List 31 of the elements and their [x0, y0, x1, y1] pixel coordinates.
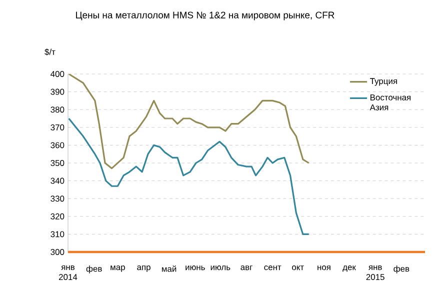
x-tick-label: фев	[86, 266, 102, 274]
x-tick-label: ноя	[318, 266, 330, 270]
line-series	[68, 74, 310, 170]
y-axis-title: $/т	[44, 48, 56, 56]
y-tick-label: 310	[50, 231, 64, 238]
chart-title: Цены на металлолом HMS № 1&2 на мировом рынке, CFR	[76, 12, 334, 20]
x-tick-label: июнь	[186, 266, 205, 270]
x-tick-label: янв 2014	[59, 266, 78, 280]
x-tick-label: июль	[210, 266, 230, 270]
legend-label: Турция	[370, 78, 397, 86]
y-tick-label: 350	[50, 160, 64, 166]
y-tick-label: 300	[50, 249, 64, 255]
y-tick-label: 370	[50, 124, 64, 130]
x-tick-label: авг	[240, 266, 252, 270]
y-tick-label: 340	[50, 178, 64, 184]
x-tick-label: фев	[394, 266, 410, 274]
y-tick-label: 380	[50, 106, 64, 113]
x-tick-label: апр	[137, 266, 150, 272]
y-tick-label: 320	[50, 213, 64, 220]
y-tick-label: 390	[50, 88, 64, 95]
x-tick-label: май	[162, 266, 176, 272]
y-tick-label: 360	[50, 142, 64, 148]
line-series	[68, 118, 310, 235]
x-tick-label: дек	[342, 266, 356, 272]
x-tick-label: янв 2015	[366, 266, 384, 280]
y-tick-label: 400	[50, 71, 64, 77]
x-tick-label: мар	[110, 266, 125, 272]
legend-label: Восточная Азия	[370, 94, 411, 110]
y-tick-label: 330	[50, 196, 64, 202]
x-tick-label: сент	[264, 266, 282, 270]
x-tick-label: окт	[292, 266, 304, 270]
